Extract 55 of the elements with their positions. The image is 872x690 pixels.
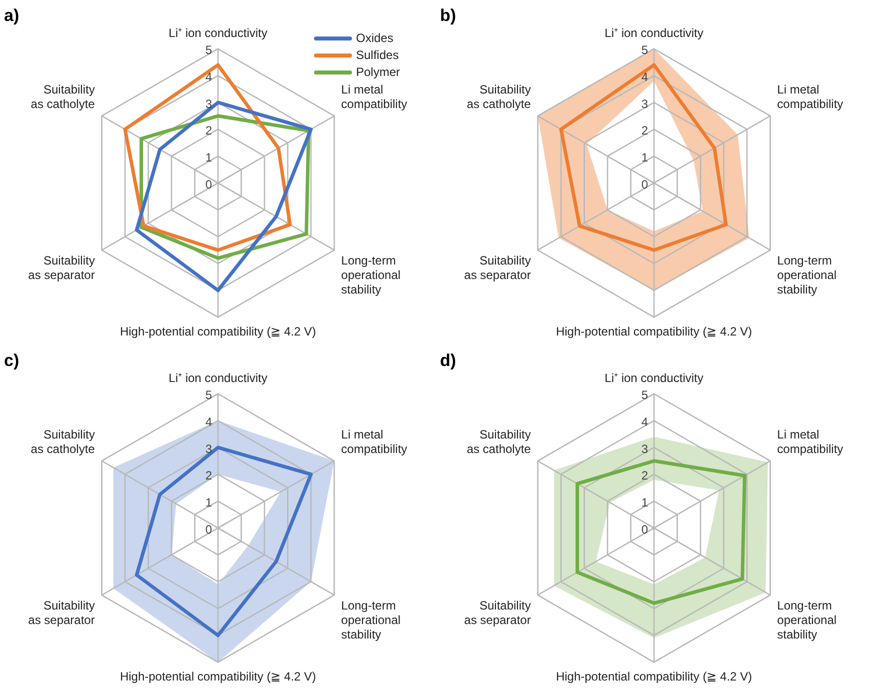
spoke-label: Long-term operational stability [777, 598, 837, 642]
spoke-label: Long-term operational stability [777, 254, 837, 296]
spoke-label: Li⁺ ion conductivity [604, 26, 704, 40]
y-tick-label: 3 [641, 96, 648, 111]
y-tick-label: 5 [641, 43, 648, 58]
y-tick-label: 4 [641, 70, 648, 84]
y-tick-label: 1 [205, 150, 212, 164]
y-tick-label: 4 [205, 414, 212, 429]
y-tick-label: 5 [205, 43, 212, 58]
spoke-label: Suitability as separator [28, 598, 95, 628]
spoke-label: Li metal compatibility [777, 82, 844, 112]
spoke-label: Suitability as catholyte [30, 428, 96, 456]
spoke-label: Suitability as separator [464, 598, 531, 628]
y-tick-label: 5 [641, 388, 648, 402]
legend-label: Sulfides [356, 48, 399, 62]
y-tick-label: 1 [641, 150, 648, 164]
legend-label: Polymer [356, 64, 400, 79]
chart-title: a) [4, 6, 20, 25]
chart-title: c) [4, 350, 20, 370]
spoke-label: Suitability as separator [464, 254, 531, 282]
y-tick-label: 3 [641, 442, 648, 456]
y-tick-label: 3 [205, 96, 212, 111]
y-tick-label: 2 [641, 468, 648, 483]
y-tick-label: 1 [205, 495, 212, 510]
spoke-label: Long-term operational stability [341, 254, 401, 296]
spoke-label: Li metal compatibility [341, 428, 408, 456]
spoke-label: Li⁺ ion conductivity [168, 370, 268, 385]
y-tick-label: 2 [205, 468, 212, 483]
spoke-label: Li⁺ ion conductivity [604, 370, 704, 385]
spoke-label: High-potential compatibility (≧ 4.2 V) [556, 324, 752, 339]
spoke-label: High-potential compatibility (≧ 4.2 V) [120, 324, 316, 339]
y-tick-label: 0 [641, 522, 648, 536]
chart-title: b) [440, 6, 456, 25]
spoke-label: Suitability as catholyte [30, 82, 96, 112]
spoke-label: High-potential compatibility (≧ 4.2 V) [120, 670, 316, 684]
y-tick-label: 2 [641, 124, 648, 138]
chart-title: d) [440, 350, 456, 370]
spoke-label: Suitability as catholyte [466, 82, 532, 112]
spoke-label: Suitability as catholyte [466, 428, 532, 456]
y-tick-label: 2 [205, 124, 212, 138]
y-tick-label: 5 [205, 388, 212, 402]
spoke-label: Suitability as separator [28, 254, 95, 282]
y-tick-label: 3 [205, 442, 212, 456]
spoke-label: Li metal compatibility [341, 82, 408, 112]
spoke-label: Li⁺ ion conductivity [168, 26, 268, 40]
y-tick-label: 4 [205, 70, 212, 84]
y-tick-label: 0 [205, 522, 212, 536]
y-tick-label: 1 [641, 495, 648, 510]
spoke-label: Long-term operational stability [341, 598, 401, 642]
spoke-label: Li metal compatibility [777, 428, 844, 456]
legend-label: Oxides [356, 30, 394, 45]
spoke-label: High-potential compatibility (≧ 4.2 V) [556, 670, 752, 684]
y-tick-label: 4 [641, 414, 648, 429]
y-tick-label: 0 [641, 177, 648, 192]
y-tick-label: 0 [205, 177, 212, 192]
